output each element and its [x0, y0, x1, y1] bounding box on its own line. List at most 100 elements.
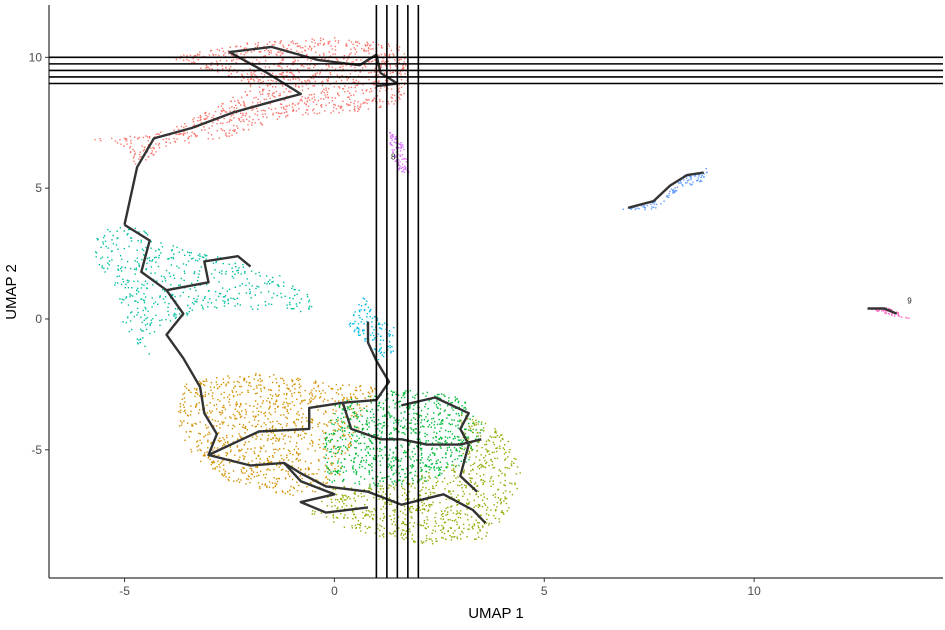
data-point [344, 85, 346, 87]
data-point [258, 474, 260, 476]
data-point [485, 440, 488, 443]
data-point [440, 423, 442, 425]
data-point [511, 482, 513, 485]
data-point [286, 47, 288, 50]
data-point [298, 108, 300, 110]
data-point [327, 64, 330, 67]
data-point [383, 517, 385, 519]
data-point [216, 447, 219, 449]
data-point [630, 208, 632, 210]
data-point [437, 402, 440, 405]
data-point [340, 461, 342, 464]
data-point [209, 410, 211, 412]
data-point [245, 478, 248, 480]
data-point [503, 453, 506, 455]
data-point [194, 62, 196, 64]
data-point [355, 441, 357, 443]
data-point [400, 86, 403, 88]
data-point [257, 44, 259, 46]
data-point [130, 294, 132, 296]
data-point [257, 482, 260, 484]
data-point [337, 460, 339, 462]
data-point [232, 470, 235, 472]
data-point [459, 533, 462, 536]
data-point [350, 438, 353, 440]
data-point [675, 190, 677, 192]
data-point [293, 404, 295, 407]
data-point [501, 437, 503, 440]
data-point [238, 119, 241, 121]
data-point [210, 381, 213, 384]
data-point [230, 417, 232, 419]
data-point [257, 308, 259, 310]
data-point [395, 139, 398, 141]
data-point [184, 140, 186, 142]
data-point [394, 137, 397, 139]
data-point [435, 512, 437, 514]
data-point [440, 514, 443, 516]
data-point [323, 413, 325, 415]
data-point [121, 258, 123, 260]
data-point [285, 397, 287, 400]
data-point [474, 482, 477, 484]
data-point [475, 419, 477, 422]
data-point [425, 464, 428, 467]
data-point [259, 486, 261, 488]
data-point [360, 434, 363, 436]
data-point [236, 303, 239, 305]
data-point [401, 483, 403, 485]
data-point [341, 394, 343, 396]
data-point [405, 498, 408, 500]
data-point [370, 440, 372, 443]
data-point [411, 511, 413, 514]
data-point [257, 286, 260, 288]
data-point [339, 470, 341, 472]
data-point [317, 423, 319, 425]
data-point [260, 384, 262, 386]
data-point [178, 425, 181, 427]
data-point [244, 270, 246, 273]
data-point [256, 59, 258, 61]
data-point [419, 479, 421, 481]
data-point [363, 49, 365, 52]
data-point [270, 438, 272, 440]
data-point [338, 111, 340, 114]
data-point [337, 470, 339, 472]
data-point [426, 519, 429, 521]
data-point [281, 83, 284, 86]
data-point [305, 40, 307, 42]
data-point [278, 394, 280, 396]
data-point [374, 388, 376, 390]
data-point [304, 80, 306, 82]
data-point [198, 432, 200, 435]
data-point [146, 234, 149, 236]
data-point [339, 429, 342, 431]
data-point [322, 400, 324, 402]
data-point [176, 138, 178, 140]
data-point [251, 473, 254, 476]
data-point [369, 309, 371, 312]
data-point [360, 442, 362, 444]
data-point [275, 478, 278, 480]
data-point [325, 104, 327, 107]
data-point [404, 514, 407, 516]
data-point [233, 395, 235, 398]
data-point [457, 427, 459, 429]
data-point [252, 471, 255, 473]
data-point [395, 401, 398, 404]
data-point [256, 387, 258, 389]
data-point [276, 118, 279, 120]
data-point [292, 62, 294, 64]
data-point [281, 457, 283, 460]
data-point [400, 457, 403, 460]
data-point [223, 439, 225, 441]
data-point [257, 420, 260, 422]
data-point [182, 291, 184, 294]
data-point [377, 405, 379, 407]
data-point [391, 394, 394, 397]
data-point [299, 453, 301, 455]
data-point [364, 304, 367, 306]
data-point [333, 433, 335, 435]
data-point [454, 536, 456, 538]
data-point [219, 423, 221, 425]
